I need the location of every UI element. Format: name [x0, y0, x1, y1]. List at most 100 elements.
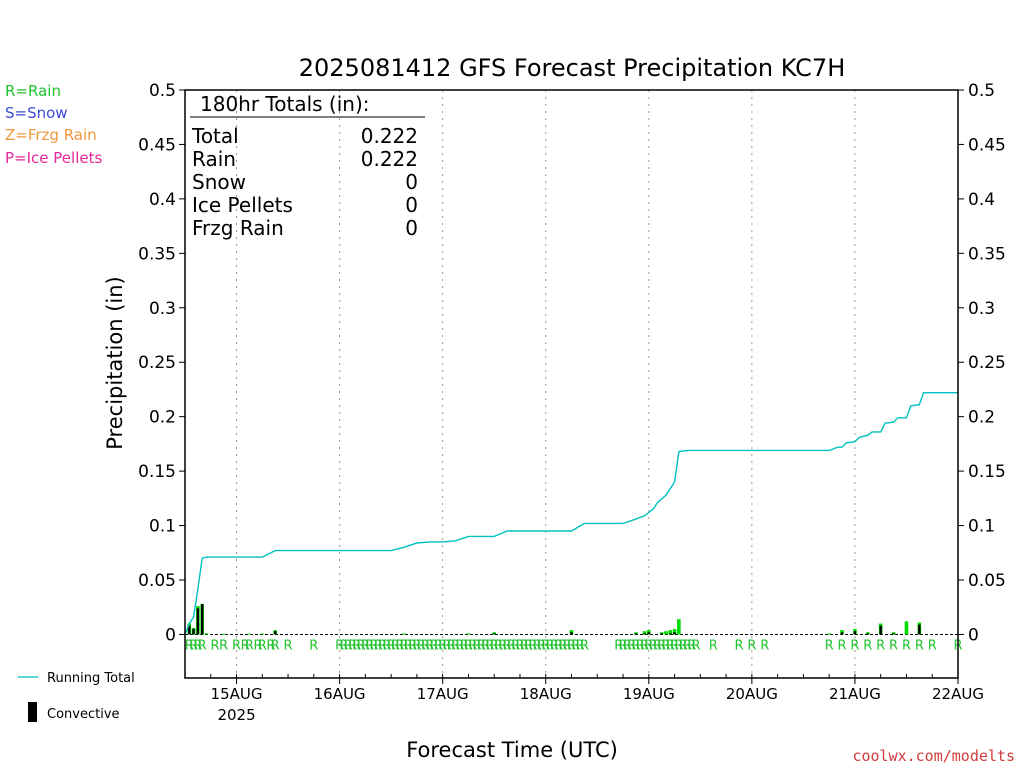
y-tick-label-left: 0.05: [138, 571, 176, 591]
credit-text: coolwx.com/modelts: [852, 747, 1015, 765]
rain-type-marker: R: [760, 638, 769, 653]
x-tick-label: 21AUG: [829, 685, 881, 703]
precip-bars: [187, 603, 922, 635]
rain-type-marker: R: [640, 638, 649, 653]
rain-type-marker: R: [485, 638, 494, 653]
rain-type-marker: R: [546, 638, 555, 653]
totals-header: 180hr Totals (in):: [200, 92, 370, 116]
rain-type-marker: R: [644, 638, 653, 653]
summary-row-label: Ice Pellets: [192, 193, 293, 217]
y-tick-label-right: 0.5: [968, 81, 995, 101]
summary-row-value: 0: [405, 170, 418, 194]
rain-type-marker: R: [442, 638, 451, 653]
rain-type-marker: R: [352, 638, 361, 653]
rain-type-marker: R: [395, 638, 404, 653]
convective-bar: [200, 603, 204, 635]
rain-bar: [677, 619, 681, 635]
summary-row-value: 0: [405, 216, 418, 240]
rain-bar: [569, 630, 574, 635]
rain-bar: [402, 633, 406, 635]
rain-type-marker: R: [537, 638, 546, 653]
rain-type-marker: R: [464, 638, 473, 653]
convective-bar: [918, 624, 921, 635]
chart-title: 2025081412 GFS Forecast Precipitation KC…: [299, 54, 846, 82]
convective-bar: [892, 633, 895, 635]
rain-type-marker: R: [369, 638, 378, 653]
rain-type-marker: R: [902, 638, 911, 653]
rain-type-marker: R: [382, 638, 391, 653]
rain-type-marker: R: [541, 638, 550, 653]
convective-bar: [196, 608, 200, 635]
rain-bar: [904, 621, 909, 635]
rain-type-marker: R: [747, 638, 756, 653]
rain-bar: [260, 633, 265, 635]
rain-type-marker: R: [425, 638, 434, 653]
rain-type-marker: R: [468, 638, 477, 653]
rain-type-marker: R: [709, 638, 718, 653]
summary-row-value: 0.222: [361, 147, 418, 171]
rain-type-marker: R: [417, 638, 426, 653]
y-axis-label: Precipitation (in): [103, 276, 127, 449]
rain-type-marker: R: [623, 638, 632, 653]
y-tick-label-right: 0.35: [968, 244, 1006, 264]
rain-type-marker: R: [679, 638, 688, 653]
legend-rain: R=Rain: [5, 82, 61, 100]
rain-type-marker: R: [850, 638, 859, 653]
rain-type-marker: R: [619, 638, 628, 653]
rain-type-marker: R: [472, 638, 481, 653]
rain-type-marker: R: [614, 638, 623, 653]
convective-bar: [647, 632, 650, 635]
rain-type-marker: R: [421, 638, 430, 653]
rain-bar: [247, 633, 252, 635]
convective-bar: [669, 633, 672, 635]
convective-bar: [866, 633, 870, 635]
rain-type-marker: R: [734, 638, 743, 653]
rain-type-marker: R: [365, 638, 374, 653]
rain-type-marker: R: [928, 638, 937, 653]
rain-type-marker: R: [580, 638, 589, 653]
rain-type-marker: R: [533, 638, 542, 653]
rain-type-marker: R: [193, 638, 202, 653]
rain-type-marker: R: [335, 638, 344, 653]
y-tick-label-right: 0.1: [968, 517, 995, 537]
y-tick-label-right: 0.2: [968, 408, 995, 428]
rain-type-marker: R: [627, 638, 636, 653]
rain-type-marker: R: [408, 638, 417, 653]
rain-type-marker: R: [348, 638, 357, 653]
rain-type-marker: R: [211, 638, 220, 653]
y-tick-label-left: 0.15: [138, 462, 176, 482]
rain-type-marker: R: [430, 638, 439, 653]
rain-type-marker: R: [361, 638, 370, 653]
y-tick-label-right: 0.05: [968, 571, 1006, 591]
rain-type-marker: R: [271, 638, 280, 653]
y-tick-label-right: 0.45: [968, 135, 1006, 155]
rain-type-marker: R: [661, 638, 670, 653]
y-tick-label-left: 0.25: [138, 353, 176, 373]
x-tick-label: 17AUG: [417, 685, 469, 703]
rain-bar: [827, 633, 831, 635]
rain-type-marker: R: [284, 638, 293, 653]
x-tick-label: 20AUG: [726, 685, 778, 703]
rain-type-marker: R: [266, 638, 275, 653]
rain-type-marker: R: [477, 638, 486, 653]
y-tick-label-left: 0.4: [149, 190, 176, 210]
rain-type-marker: R: [438, 638, 447, 653]
rain-bar: [647, 630, 651, 635]
rain-type-marker: R: [515, 638, 524, 653]
rain-type-marker: R: [524, 638, 533, 653]
rain-type-marker: R: [481, 638, 490, 653]
rain-type-marker: R: [189, 638, 198, 653]
rain-bar: [664, 631, 668, 635]
rain-type-marker: R: [507, 638, 516, 653]
rain-type-marker: R: [567, 638, 576, 653]
rain-type-marker: R: [387, 638, 396, 653]
x-axis-ticks: 15AUG 2025 16AUG 17AUG 18AUG 19AUG 20AUG 21AUG 2…: [184, 674, 984, 724]
rain-type-marker: R: [889, 638, 898, 653]
y-axis-ticks: 0 00.05 0.050.1 0.10.15 0.150.2 0.20.25 0.250.…: [138, 81, 1006, 645]
rain-type-marker: R: [451, 638, 460, 653]
rain-type-marker: R: [511, 638, 520, 653]
x-tick-label: 19AUG: [623, 685, 675, 703]
totals-summary: 180hr Totals (in): Total 0.222 Rain 0.222 Sn…: [190, 92, 425, 240]
